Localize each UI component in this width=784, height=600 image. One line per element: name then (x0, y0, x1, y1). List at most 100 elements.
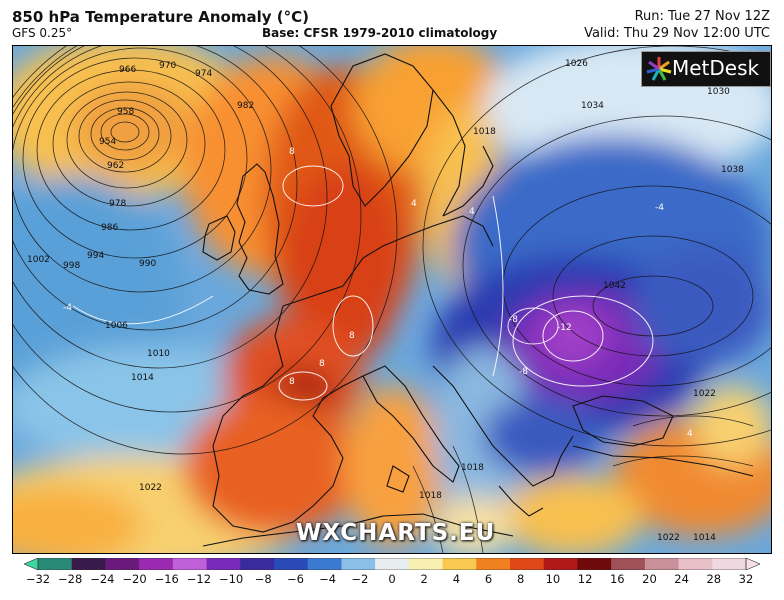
isobar-label: 1014 (693, 533, 716, 543)
colorbar-tick-label: −8 (254, 572, 272, 586)
isobar-label: 1038 (721, 165, 744, 175)
isobar-label: 1018 (473, 127, 496, 137)
isobar-label: 958 (117, 107, 134, 117)
colorbar-segment (408, 558, 444, 570)
isobar-label: 974 (195, 69, 212, 79)
metdesk-logo: MetDesk (641, 51, 771, 87)
colorbar-tick-label: 24 (674, 572, 689, 586)
anomaly-contours (72, 165, 654, 401)
isobar-label: 978 (109, 199, 126, 209)
colorbar-tick-label: −20 (122, 572, 147, 586)
anomaly-labels: 8 4 8 8 -4 -8 -12 -8 4 -4 8 4 (63, 147, 693, 439)
anomaly-label: -8 (519, 367, 528, 377)
colorbar-segment (38, 558, 73, 570)
colorbar-segment (712, 558, 747, 570)
isobar-label: 1022 (657, 533, 680, 543)
colorbar-tick-label: −24 (90, 572, 115, 586)
anomaly-label: 8 (289, 147, 295, 157)
colorbar-tick-label: −4 (319, 572, 337, 586)
valid-time-label: Valid: Thu 29 Nov 12:00 UTC (584, 26, 770, 41)
isobar-label: 998 (63, 261, 80, 271)
isobar-label: 994 (87, 251, 104, 261)
colorbar-tick-label: 20 (642, 572, 657, 586)
metdesk-burst-icon (646, 57, 672, 81)
metdesk-logo-text: MetDesk (672, 56, 760, 80)
colorbar-tick-label: −16 (154, 572, 179, 586)
isobar-label: 966 (119, 65, 136, 75)
isobar-label: 1010 (147, 349, 170, 359)
wxcharts-watermark: WXCHARTS.EU (296, 520, 496, 546)
chart-header: 850 hPa Temperature Anomaly (°C) GFS 0.2… (0, 0, 784, 46)
coastlines (202, 53, 754, 547)
colorbar-segment (139, 558, 174, 570)
colorbar-tick-label: −10 (218, 572, 244, 586)
isobar-labels: 966 970 974 958 954 962 978 986 982 990 … (27, 59, 744, 543)
map-canvas: 966 970 974 958 954 962 978 986 982 990 … (13, 46, 771, 553)
anomaly-label: -4 (63, 303, 72, 313)
colorbar-tick-label: −2 (351, 572, 369, 586)
isobar-label: 986 (101, 223, 118, 233)
isobar-label: 1022 (139, 483, 162, 493)
colorbar-segment (644, 558, 680, 570)
isobar-label: 1006 (105, 321, 128, 331)
anomaly-label: 8 (349, 331, 355, 341)
colorbar-right-arrow (745, 558, 760, 570)
colorbar-segment (510, 558, 545, 570)
colorbar (24, 558, 760, 570)
colorbar-tick-label: −28 (58, 572, 83, 586)
colorbar-left-arrow (24, 558, 39, 570)
run-time-label: Run: Tue 27 Nov 12Z (634, 9, 770, 24)
anomaly-label: -8 (509, 315, 518, 325)
colorbar-tick-label: 32 (738, 572, 754, 586)
isobar-label: 1030 (707, 87, 730, 97)
anomaly-label: 4 (411, 199, 417, 209)
colorbar-segment (442, 558, 477, 570)
isobar-label: 1022 (693, 389, 716, 399)
anomaly-label: 8 (289, 377, 295, 387)
colorbar-tick-label: −32 (25, 572, 51, 586)
isobar-label: 1034 (581, 101, 604, 111)
model-label: GFS 0.25° (12, 26, 73, 40)
colorbar-tick-label: 0 (388, 572, 396, 586)
anomaly-label: -4 (655, 203, 664, 213)
isobar-label: 1014 (131, 373, 154, 383)
isobar-label: 954 (99, 137, 116, 147)
isobar-label: 962 (107, 161, 124, 171)
colorbar-tick-label: 6 (484, 572, 493, 586)
colorbar-segment (240, 558, 275, 570)
colorbar-segment (172, 558, 208, 570)
colorbar-segment (678, 558, 713, 570)
colorbar-tick-label: 16 (609, 572, 625, 586)
isobar-label: 1042 (603, 281, 626, 291)
colorbar-segment (341, 558, 376, 570)
isobar-label: 990 (139, 259, 156, 269)
isobar-label: 1018 (419, 491, 442, 501)
colorbar-tick-label: −12 (186, 572, 212, 586)
isobar-label: 970 (159, 61, 176, 71)
colorbar-segment (307, 558, 342, 570)
isobar-label: 1018 (461, 463, 484, 473)
isobar-label: 1002 (27, 255, 50, 265)
colorbar-segment (105, 558, 140, 570)
base-climatology-label: Base: CFSR 1979-2010 climatology (262, 26, 498, 40)
colorbar-tick-label: 28 (706, 572, 722, 586)
anomaly-label: 4 (687, 429, 693, 439)
colorbar-tick-label: 12 (577, 572, 593, 586)
colorbar-segment (611, 558, 646, 570)
isobars-low (13, 46, 398, 455)
colorbar-tick-label: 4 (452, 572, 461, 586)
colorbar-segment (577, 558, 612, 570)
colorbar-segment (476, 558, 511, 570)
colorbar-segment (274, 558, 309, 570)
colorbar-tick-label: −6 (286, 572, 304, 586)
isobar-label: 982 (237, 101, 254, 111)
anomaly-label: 4 (469, 207, 475, 217)
colorbar-tick-label: 8 (517, 572, 525, 586)
colorbar-segment (206, 558, 241, 570)
colorbar-tick-label: 10 (545, 572, 561, 586)
colorbar-segment (71, 558, 106, 570)
anomaly-label: -12 (557, 323, 572, 333)
colorbar-segment (375, 558, 410, 570)
isobar-label: 1026 (565, 59, 588, 69)
chart-title: 850 hPa Temperature Anomaly (°C) (12, 8, 309, 26)
